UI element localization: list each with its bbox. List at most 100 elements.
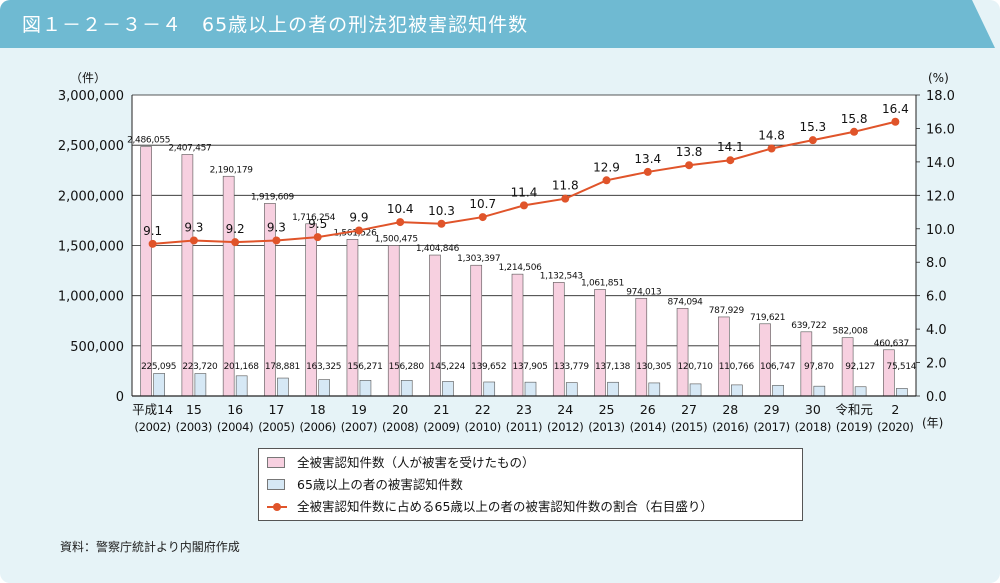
x-tick-sublabel: (2018) xyxy=(795,420,831,434)
bar-total xyxy=(470,264,483,397)
right-tick-label: 12.0 xyxy=(926,189,955,204)
x-tick-label: 20 xyxy=(392,402,408,417)
bar-elderly-label: 92,127 xyxy=(845,362,875,372)
x-tick-label: 17 xyxy=(268,402,284,417)
ratio-point xyxy=(272,236,281,245)
ratio-point xyxy=(602,176,611,185)
ratio-label: 10.4 xyxy=(387,202,414,216)
bar-elderly-label: 201,168 xyxy=(224,362,260,372)
ratio-point xyxy=(726,156,735,165)
bar-elderly xyxy=(772,384,784,397)
bar-elderly-label: 75,514 xyxy=(887,362,917,372)
bar-total-label: 460,637 xyxy=(874,339,909,349)
x-tick-sublabel: (2015) xyxy=(671,420,707,434)
x-tick-sublabel: (2012) xyxy=(547,420,583,434)
ratio-point xyxy=(643,167,652,176)
right-tick-label: 6.0 xyxy=(926,290,947,305)
x-tick-sublabel: (2013) xyxy=(588,420,624,434)
ratio-label: 10.7 xyxy=(469,197,496,211)
legend: 全被害認知件数（人が被害を受けたもの） 65歳以上の者の被害認知件数 全被害認知… xyxy=(258,448,803,521)
left-tick-label: 500,000 xyxy=(70,340,124,355)
bar-total xyxy=(883,349,895,397)
axes: 0 500,000 1,000,000 1,500,000 2,000,000 2,500… xyxy=(58,89,955,434)
x-tick-label: 18 xyxy=(310,402,326,417)
bar-total-label: 1,132,543 xyxy=(540,271,583,281)
bar-total xyxy=(552,282,565,397)
bars xyxy=(140,146,908,397)
right-tick-label: 8.0 xyxy=(926,256,947,271)
left-tick-label: 1,500,000 xyxy=(58,240,124,255)
ratio-label: 9.9 xyxy=(349,210,368,224)
ratio-point xyxy=(520,201,528,210)
bar-elderly xyxy=(318,379,330,397)
bar-elderly xyxy=(235,375,248,397)
bar-elderly xyxy=(194,373,207,397)
bar-elderly-label: 225,095 xyxy=(141,362,176,372)
bar-total-label: 974,013 xyxy=(626,287,661,297)
legend-label-total: 全被害認知件数（人が被害を受けたもの） xyxy=(297,455,535,470)
chart: 2,486,055 225,095 2,407,457 223,720 2,190,17… xyxy=(58,71,955,434)
ratio-label: 12.9 xyxy=(593,160,620,174)
bar-elderly xyxy=(153,373,165,397)
x-tick-label: 29 xyxy=(764,402,780,417)
x-tick-label: 16 xyxy=(227,402,243,417)
right-tick-label: 16.0 xyxy=(926,122,955,137)
bar-elderly-label: 97,870 xyxy=(804,362,834,372)
bar-elderly xyxy=(400,380,413,397)
bar-total-label: 1,919,609 xyxy=(251,192,295,202)
bar-elderly xyxy=(813,385,826,397)
bar-elderly-label: 163,325 xyxy=(306,362,341,372)
ratio-label: 10.3 xyxy=(428,204,455,218)
bar-elderly-label: 133,779 xyxy=(554,362,590,372)
bar-total xyxy=(759,323,771,397)
x-tick-label: 23 xyxy=(516,402,532,417)
source-note: 資料：警察庁統計より内閣府作成 xyxy=(60,540,240,554)
bar-total xyxy=(676,307,689,397)
ratio-label: 9.3 xyxy=(267,220,286,234)
x-tick-label: 27 xyxy=(681,402,697,417)
bar-total xyxy=(140,146,152,397)
right-axis-unit: (%) xyxy=(928,71,949,85)
ratio-label: 9.5 xyxy=(308,217,327,231)
x-tick-label: 令和元 xyxy=(835,402,873,417)
bar-total-label: 1,214,506 xyxy=(498,263,542,273)
bar-elderly-label: 139,652 xyxy=(471,362,506,372)
bar-total-label: 2,407,457 xyxy=(168,143,211,153)
x-tick-sublabel: (2017) xyxy=(753,420,789,434)
bar-elderly xyxy=(442,381,454,397)
bar-elderly xyxy=(854,386,867,397)
x-tick-label: 28 xyxy=(722,402,738,417)
right-tick-label: 0.0 xyxy=(926,390,947,405)
bar-elderly xyxy=(896,388,908,397)
ratio-label: 14.1 xyxy=(717,140,744,154)
bar-elderly xyxy=(359,380,372,397)
bar-elderly xyxy=(689,383,702,397)
bar-elderly-label: 178,881 xyxy=(265,362,300,372)
x-tick-sublabel: (2008) xyxy=(382,420,418,434)
ratio-point xyxy=(478,213,487,222)
bar-total-label: 1,561,526 xyxy=(333,228,377,238)
x-tick-sublabel: (2006) xyxy=(299,420,335,434)
bar-elderly xyxy=(277,377,289,397)
ratio-point xyxy=(561,194,570,203)
ratio-point xyxy=(808,136,817,145)
x-tick-sublabel: (2002) xyxy=(134,420,170,434)
bar-total-label: 582,008 xyxy=(833,327,869,337)
ratio-point xyxy=(685,161,694,170)
ratio-label: 11.8 xyxy=(552,179,579,193)
ratio-point xyxy=(148,239,157,248)
ratio-point xyxy=(354,226,363,235)
right-tick-label: 18.0 xyxy=(926,89,955,104)
ratio-label: 13.4 xyxy=(634,152,661,166)
ratio-point xyxy=(437,219,446,228)
bar-elderly-label: 130,305 xyxy=(636,362,671,372)
bar-total-label: 874,094 xyxy=(667,297,703,307)
bar-total xyxy=(635,297,648,397)
x-tick-label: 30 xyxy=(805,402,821,417)
x-tick-sublabel: (2007) xyxy=(341,420,377,434)
ratio-label: 13.8 xyxy=(676,145,703,159)
bar-total xyxy=(181,154,194,397)
x-tick-sublabel: (2019) xyxy=(836,420,872,434)
x-tick-sublabel: (2009) xyxy=(423,420,459,434)
